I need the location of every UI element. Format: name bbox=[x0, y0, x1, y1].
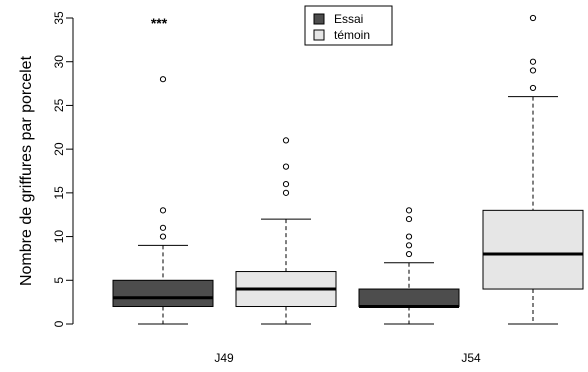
legend-label: Essai bbox=[334, 12, 363, 26]
y-tick-label: 10 bbox=[52, 230, 66, 244]
y-tick-label: 20 bbox=[52, 142, 66, 156]
outlier-point bbox=[529, 84, 537, 92]
y-tick-label: 25 bbox=[52, 98, 66, 112]
outlier-point bbox=[405, 233, 413, 240]
box-J49-Essai bbox=[112, 76, 214, 325]
outlier-point bbox=[405, 215, 413, 223]
y-tick-label: 5 bbox=[52, 277, 66, 284]
outlier-point bbox=[159, 224, 167, 231]
outlier-point bbox=[529, 58, 537, 65]
outlier-point bbox=[159, 207, 167, 214]
x-axis-labels: J49 J54 bbox=[214, 351, 481, 365]
box-iqr bbox=[358, 288, 460, 308]
outlier-point bbox=[405, 242, 413, 249]
box-J54-Essai bbox=[358, 207, 460, 325]
legend: Essai témoin bbox=[304, 5, 393, 46]
outlier-point bbox=[159, 76, 167, 83]
outlier-point bbox=[405, 250, 413, 258]
outlier-point bbox=[159, 233, 167, 240]
legend-label: témoin bbox=[334, 28, 370, 42]
y-tick-label: 15 bbox=[52, 186, 66, 200]
box-iqr bbox=[482, 209, 584, 290]
y-axis-label: Nombre de griffures par porcelet bbox=[18, 55, 35, 286]
outlier-point bbox=[282, 163, 290, 170]
x-tick-label-J49: J49 bbox=[214, 351, 234, 365]
outlier-point bbox=[405, 207, 413, 214]
box-J54-témoin bbox=[482, 14, 584, 325]
box-J49-témoin bbox=[235, 137, 337, 325]
y-tick-label: 30 bbox=[52, 55, 66, 69]
y-tick-label: 0 bbox=[52, 320, 66, 327]
outlier-point bbox=[282, 189, 290, 196]
x-tick-label-J54: J54 bbox=[461, 351, 481, 365]
significance-annotation: *** bbox=[151, 15, 168, 31]
outlier-point bbox=[529, 14, 537, 22]
annotations-layer: *** bbox=[151, 15, 168, 31]
box-iqr bbox=[112, 279, 214, 308]
outlier-point bbox=[529, 67, 537, 74]
boxes-layer bbox=[112, 14, 584, 325]
y-axis: 0 5 10 15 20 25 30 35 bbox=[52, 11, 74, 327]
legend-swatch bbox=[313, 13, 325, 25]
legend-swatch bbox=[313, 29, 325, 41]
outlier-point bbox=[282, 181, 290, 188]
outlier-point bbox=[282, 137, 290, 144]
y-tick-label: 35 bbox=[52, 11, 66, 25]
